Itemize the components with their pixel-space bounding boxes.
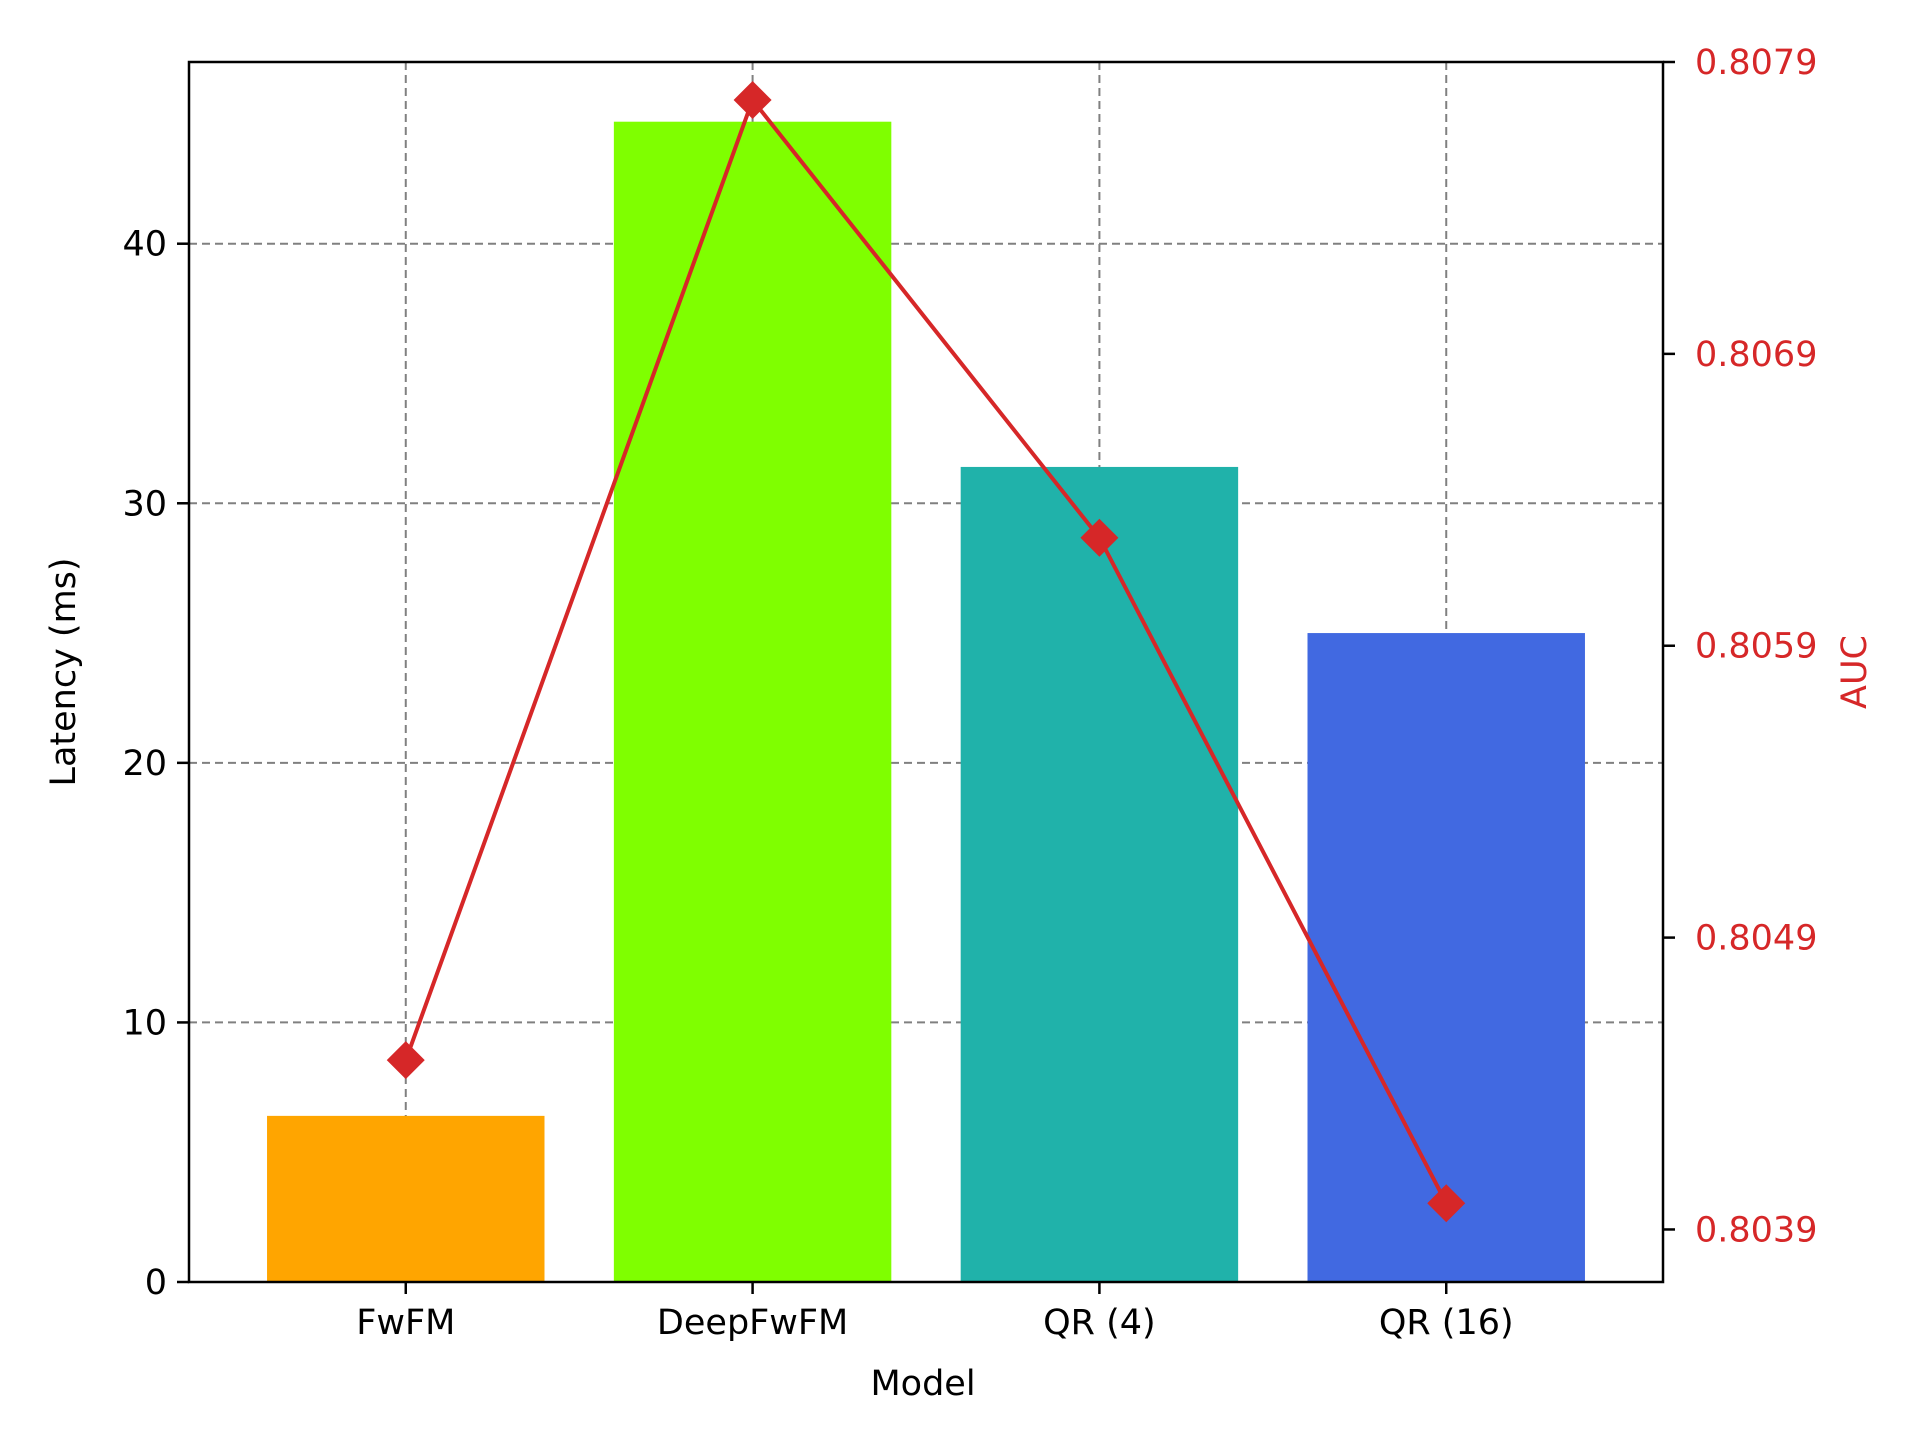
y-tick-label: 40 <box>122 225 167 265</box>
x-axis-title: Model <box>870 1364 975 1404</box>
auc-marker <box>733 80 772 119</box>
secondary-y-tick-label: 0.8059 <box>1695 627 1817 667</box>
auc-line <box>403 95 1449 1205</box>
secondary-y-tick-label: 0.8079 <box>1695 43 1817 83</box>
secondary-y-tick-label: 0.8069 <box>1695 335 1817 375</box>
bar-qr-16 <box>1307 633 1585 1282</box>
bar-deepfwfm <box>613 121 892 1282</box>
y-tick-label: 0 <box>145 1263 167 1303</box>
y-tick-label: 20 <box>122 744 167 784</box>
plot-frame <box>187 60 1665 1284</box>
y-axis-title: Latency (ms) <box>44 557 84 786</box>
x-tick-label: QR (4) <box>1043 1303 1156 1343</box>
bars-layer <box>267 121 1585 1282</box>
y-tick-label: 30 <box>122 484 167 524</box>
plot-border <box>187 60 1665 1284</box>
secondary-y-tick-label: 0.8049 <box>1695 919 1817 959</box>
x-tick-label: FwFM <box>356 1303 455 1343</box>
x-tick-label: DeepFwFM <box>657 1303 848 1343</box>
auc-line-layer <box>386 80 1466 1223</box>
auc-marker <box>1427 1184 1466 1223</box>
auc-marker <box>1080 518 1119 557</box>
ticks-layer: 0 10 20 30 40 FwFM DeepFwFM QR (4) QR (16) 0.8039… <box>122 43 1817 1343</box>
secondary-y-tick-label: 0.8039 <box>1695 1210 1817 1250</box>
auc-marker <box>386 1041 425 1080</box>
bar-fwfm <box>267 1115 545 1282</box>
x-tick-label: QR (16) <box>1379 1303 1514 1343</box>
secondary-y-axis-title: AUC <box>1835 635 1875 709</box>
y-tick-label: 10 <box>122 1003 167 1043</box>
bar-qr-4 <box>960 466 1239 1282</box>
